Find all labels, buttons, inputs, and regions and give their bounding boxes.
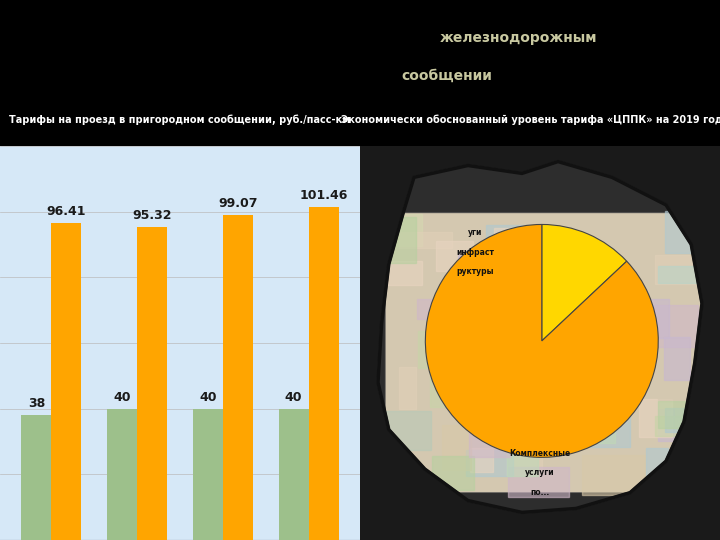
Bar xyxy=(611,299,669,338)
Bar xyxy=(582,281,613,293)
Bar xyxy=(436,241,472,271)
Text: 40: 40 xyxy=(285,390,302,404)
Bar xyxy=(554,264,574,287)
Bar xyxy=(137,227,167,540)
Bar xyxy=(534,353,580,370)
Bar xyxy=(521,358,554,367)
Bar xyxy=(481,415,521,429)
Text: 99.07: 99.07 xyxy=(218,197,258,210)
Bar xyxy=(279,409,309,540)
Text: по...: по... xyxy=(531,488,549,497)
Text: 95.32: 95.32 xyxy=(132,209,172,222)
Bar xyxy=(480,394,499,422)
Bar xyxy=(469,448,492,472)
Bar xyxy=(400,367,416,409)
Text: Тарифы на проезд в пригородном сообщении, руб./пасс-км: Тарифы на проезд в пригородном сообщении… xyxy=(9,115,351,125)
Bar xyxy=(432,456,474,490)
Bar xyxy=(639,399,672,437)
Bar xyxy=(582,455,645,495)
Text: 96.41: 96.41 xyxy=(47,205,86,218)
Bar xyxy=(51,224,81,540)
Text: Экономически обоснованный уровень тарифа «ЦППК» на 2019 год, %: Экономически обоснованный уровень тарифа… xyxy=(341,115,720,125)
Bar xyxy=(498,261,526,274)
Bar xyxy=(418,330,477,368)
Bar xyxy=(566,426,615,443)
Bar xyxy=(659,409,674,441)
Bar xyxy=(418,299,458,319)
Bar xyxy=(458,254,482,268)
Bar xyxy=(442,425,471,470)
Bar xyxy=(508,442,539,476)
Bar xyxy=(378,214,423,246)
Bar xyxy=(569,392,608,421)
Bar xyxy=(430,370,480,407)
Bar xyxy=(493,278,546,292)
Bar xyxy=(586,395,598,429)
Text: инфраст: инфраст xyxy=(456,248,494,256)
Text: сообщении: сообщении xyxy=(401,69,492,83)
PathPatch shape xyxy=(360,146,720,540)
Bar xyxy=(486,226,536,257)
Bar xyxy=(654,255,706,284)
Bar xyxy=(550,249,566,265)
Bar xyxy=(400,232,452,248)
Bar xyxy=(382,217,416,263)
Bar xyxy=(441,347,474,357)
Text: 38: 38 xyxy=(28,397,45,410)
Bar xyxy=(658,367,717,400)
Bar xyxy=(658,401,685,428)
Bar xyxy=(660,466,688,481)
Bar xyxy=(193,409,223,540)
Bar xyxy=(382,410,431,450)
Text: услуги: услуги xyxy=(525,469,555,477)
Bar xyxy=(588,310,647,337)
Text: 40: 40 xyxy=(113,390,131,404)
Bar xyxy=(495,228,552,273)
Bar xyxy=(22,415,51,540)
Bar xyxy=(507,348,550,359)
Bar xyxy=(469,413,510,457)
Text: руктуры: руктуры xyxy=(456,267,494,276)
Bar xyxy=(446,281,477,314)
Bar xyxy=(665,211,706,253)
Bar xyxy=(568,262,609,291)
Bar xyxy=(655,416,693,436)
Text: Комплексные: Комплексные xyxy=(509,449,571,458)
Text: уги: уги xyxy=(468,228,482,237)
Bar xyxy=(665,408,720,432)
Bar xyxy=(649,305,698,347)
Bar xyxy=(476,368,526,411)
Bar xyxy=(508,467,570,497)
Bar xyxy=(309,207,338,540)
Bar xyxy=(665,338,690,380)
Bar xyxy=(646,448,668,483)
Bar xyxy=(506,454,542,475)
Bar xyxy=(526,317,539,349)
Bar xyxy=(387,261,422,285)
Bar xyxy=(577,388,639,401)
Bar xyxy=(658,266,708,283)
Bar xyxy=(107,409,137,540)
Text: 101.46: 101.46 xyxy=(300,189,348,202)
FancyBboxPatch shape xyxy=(385,213,702,492)
Text: железнодорожным: железнодорожным xyxy=(440,31,597,45)
Bar xyxy=(636,333,648,345)
Bar xyxy=(503,413,546,426)
Bar xyxy=(590,411,630,447)
Bar xyxy=(223,214,253,540)
Bar xyxy=(479,293,526,335)
Bar xyxy=(466,450,513,476)
Text: 40: 40 xyxy=(199,390,217,404)
